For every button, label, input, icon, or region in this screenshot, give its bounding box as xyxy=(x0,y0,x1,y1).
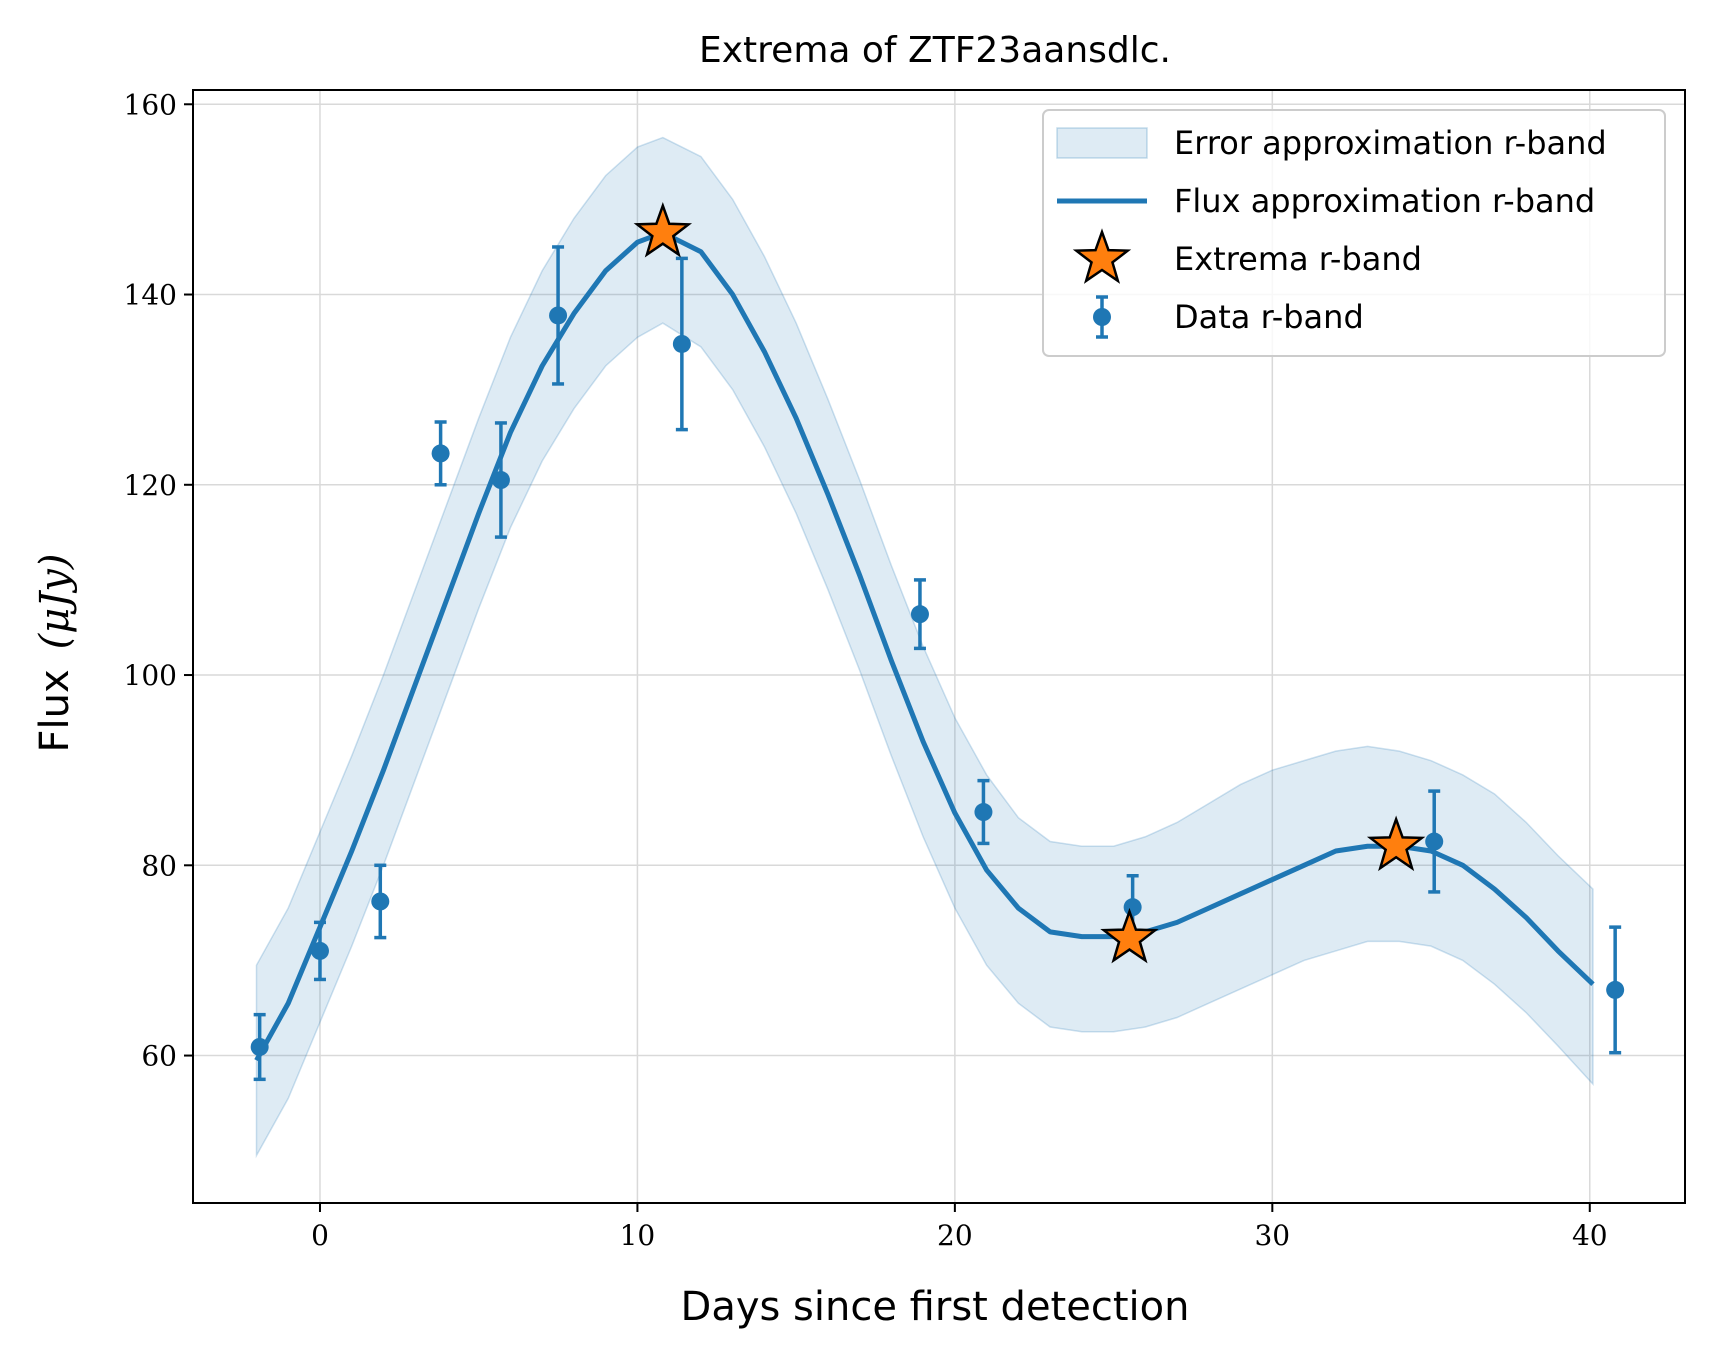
x-tick-label: 0 xyxy=(311,1219,329,1252)
y-axis-label: Flux (μJy) xyxy=(32,554,78,753)
y-tick-label: 60 xyxy=(141,1040,177,1073)
legend-label: Data r-band xyxy=(1174,298,1364,336)
data-point xyxy=(549,245,568,386)
data-point xyxy=(1606,925,1625,1055)
legend-entry: Data r-band xyxy=(1093,295,1364,339)
extremum-star xyxy=(1366,815,1426,872)
data-point xyxy=(491,421,510,539)
x-tick-label: 20 xyxy=(937,1219,973,1252)
data-point xyxy=(310,920,329,982)
x-axis-ticks: 0 10 20 30 40 xyxy=(311,1203,1608,1252)
error-band-layer xyxy=(255,136,1594,1159)
data-point xyxy=(1425,789,1444,894)
chart-title: Extrema of ZTF23aansdlc. xyxy=(699,30,1171,71)
y-tick-label: 140 xyxy=(124,279,177,312)
legend-swatch-band xyxy=(1056,127,1148,159)
data-point xyxy=(910,578,929,651)
x-tick-label: 40 xyxy=(1572,1219,1608,1252)
y-tick-label: 120 xyxy=(124,469,177,502)
y-tick-label: 160 xyxy=(124,88,177,121)
y-tick-label: 100 xyxy=(124,659,177,692)
legend-swatch-star xyxy=(1072,228,1132,284)
flux-curve-layer xyxy=(254,230,1595,1062)
y-tick-label: 80 xyxy=(141,849,177,882)
extremum-star xyxy=(1100,907,1159,964)
legend-label: Error approximation r-band xyxy=(1174,124,1607,162)
legend-entry: Extrema r-band xyxy=(1072,228,1422,284)
flux-curve xyxy=(254,230,1595,1062)
data-point xyxy=(371,863,390,940)
x-tick-label: 10 xyxy=(620,1219,656,1252)
x-axis-label: Days since first detection xyxy=(681,1284,1190,1330)
legend-entry: Error approximation r-band xyxy=(1056,124,1607,162)
y-axis-ticks: 60 80 100 120 140 160 xyxy=(124,88,193,1073)
legend: Error approximation r-band Flux approxima… xyxy=(1042,109,1666,357)
y-axis-label-text: Flux xyxy=(32,669,78,752)
data-point xyxy=(672,256,691,432)
error-band xyxy=(255,136,1594,1159)
legend-label: Extrema r-band xyxy=(1174,240,1422,278)
legend-box xyxy=(1042,109,1666,357)
data-point xyxy=(250,1012,269,1082)
axes-frame xyxy=(192,89,1686,1204)
legend-entry: Flux approximation r-band xyxy=(1057,182,1595,220)
extremum-star xyxy=(633,201,693,258)
data-point xyxy=(431,420,450,487)
legend-label: Flux approximation r-band xyxy=(1174,182,1595,220)
y-axis-label-unit: (μJy) xyxy=(32,554,78,650)
x-tick-label: 30 xyxy=(1254,1219,1290,1252)
extrema-layer xyxy=(633,201,1426,964)
data-point xyxy=(974,778,993,846)
